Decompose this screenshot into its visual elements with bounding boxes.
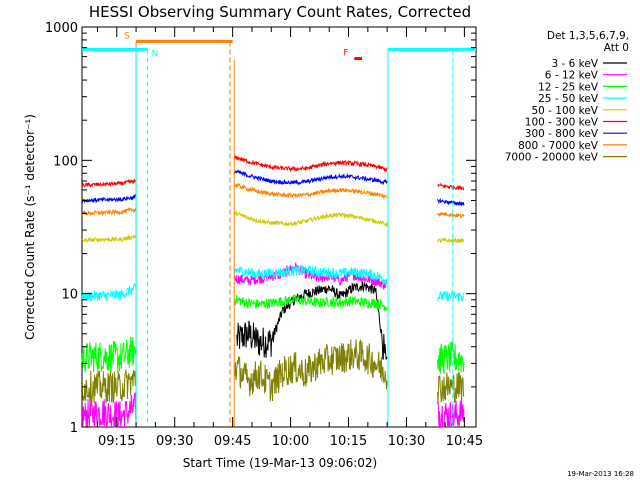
series-line	[81, 182, 465, 219]
series-line	[81, 262, 465, 429]
plot-frame	[81, 26, 477, 428]
x-tick-label: 09:15	[98, 434, 135, 449]
state-bar-label: N	[152, 49, 159, 59]
series-line	[81, 155, 465, 191]
x-tick-label: 10:00	[272, 434, 309, 449]
series-line	[81, 264, 465, 303]
y-tick-label: 10	[61, 288, 78, 303]
x-tick-label: 09:45	[214, 434, 251, 449]
series-line	[81, 210, 465, 244]
y-axis: 1 10 100 1000	[45, 21, 476, 436]
series-line	[81, 294, 465, 375]
series-line	[81, 339, 465, 404]
x-axis-label: Start Time (19-Mar-13 09:06:02)	[183, 456, 377, 470]
state-bar-label: S	[124, 31, 130, 41]
y-tick-label: 1	[70, 421, 78, 436]
x-tick-label: 10:15	[330, 434, 367, 449]
legend-entry-label: 800 - 7000 keV	[518, 140, 599, 152]
state-bar-label: F	[343, 49, 348, 59]
legend-entry-label: 7000 - 20000 keV	[505, 152, 599, 164]
legend-subtitle: Att 0	[604, 42, 629, 54]
legend-entry-label: 25 - 50 keV	[538, 93, 599, 105]
legend-entry-label: 50 - 100 keV	[531, 105, 598, 117]
legend-entry-label: 300 - 800 keV	[525, 128, 599, 140]
x-tick-label: 10:45	[446, 434, 483, 449]
chart-title: HESSI Observing Summary Count Rates, Cor…	[89, 3, 471, 21]
timestamp: 19-Mar-2013 16:28	[567, 470, 634, 478]
series-line	[81, 169, 465, 206]
legend-entry-label: 3 - 6 keV	[551, 58, 598, 70]
y-tick-label: 100	[53, 154, 78, 169]
series-line	[236, 281, 388, 360]
y-tick-label: 1000	[45, 21, 78, 36]
x-tick-label: 09:30	[156, 434, 193, 449]
legend-entry-label: 100 - 300 keV	[525, 117, 599, 129]
x-axis: 09:15 09:30 09:45 10:00 10:15 10:30 10:45	[96, 27, 483, 449]
plot-area: S N F	[81, 31, 476, 429]
legend-entry-label: 6 - 12 keV	[545, 70, 599, 82]
y-axis-label: Corrected Count Rate (s⁻¹ detector⁻¹)	[23, 114, 37, 340]
legend-entry-label: 12 - 25 keV	[538, 81, 599, 93]
x-tick-label: 10:30	[388, 434, 425, 449]
legend-title: Det 1,3,5,6,7,9,	[547, 30, 629, 42]
